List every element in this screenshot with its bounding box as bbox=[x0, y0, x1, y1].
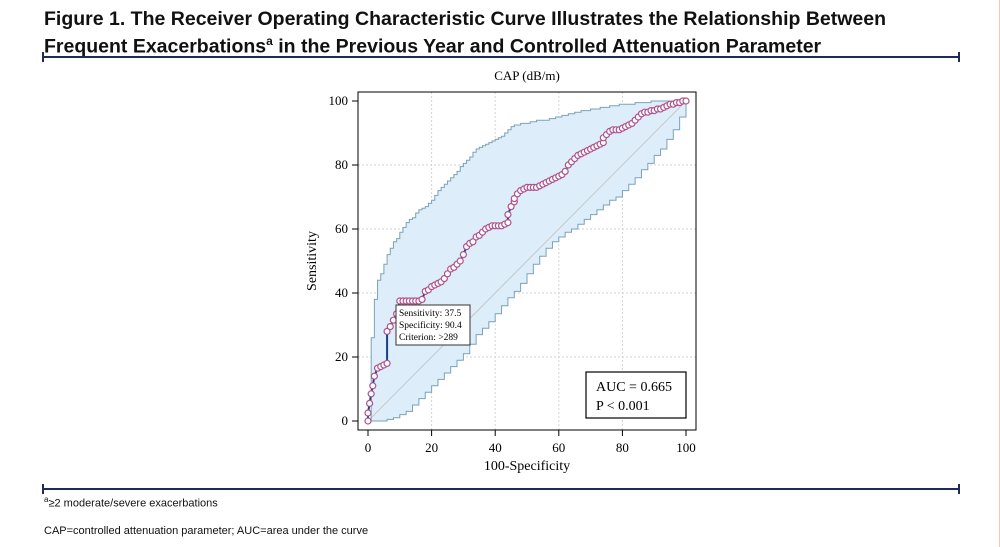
footnote-abbrev: CAP=controlled attenuation parameter; AU… bbox=[44, 525, 369, 537]
annotation-specificity: Specificity: 90.4 bbox=[399, 320, 462, 331]
x-tick-label: 20 bbox=[425, 440, 438, 455]
top-rule bbox=[42, 52, 960, 62]
roc-point bbox=[367, 390, 375, 398]
figure-title-line-1: Figure 1. The Receiver Operating Charact… bbox=[44, 8, 887, 30]
ci-lower-bound bbox=[368, 101, 687, 422]
x-tick-label: 60 bbox=[552, 440, 565, 455]
y-tick-label: 60 bbox=[335, 221, 348, 236]
annotation-sensitivity: Sensitivity: 37.5 bbox=[399, 309, 462, 319]
roc-point bbox=[383, 359, 391, 367]
roc-point bbox=[510, 195, 518, 203]
x-tick-label: 100 bbox=[676, 440, 696, 455]
roc-point bbox=[370, 372, 378, 380]
criterion-annotation: Sensitivity: 37.5 Specificity: 90.4 Crit… bbox=[395, 304, 471, 346]
title-text-a: Frequent Exacerbations bbox=[44, 35, 267, 58]
x-tick-label: 80 bbox=[616, 440, 629, 455]
roc-point bbox=[386, 323, 394, 331]
roc-point bbox=[469, 238, 477, 246]
roc-point bbox=[507, 203, 515, 211]
roc-point bbox=[504, 219, 512, 227]
y-axis-label: Sensitivity bbox=[305, 231, 320, 291]
roc-point bbox=[369, 382, 377, 390]
x-tick-label: 40 bbox=[489, 440, 502, 455]
x-tick-label: 0 bbox=[365, 440, 372, 455]
roc-point bbox=[561, 167, 569, 175]
auc-value: AUC = 0.665 bbox=[596, 380, 672, 395]
y-tick-label: 80 bbox=[335, 157, 348, 172]
roc-point bbox=[504, 211, 512, 219]
axis-ticks: 0 20 40 60 80 100 0 20 40 60 80 100 bbox=[329, 93, 696, 455]
roc-point bbox=[383, 327, 391, 335]
y-tick-label: 100 bbox=[329, 93, 349, 108]
y-tick-label: 20 bbox=[335, 349, 348, 364]
roc-markers bbox=[364, 97, 690, 425]
p-value: P < 0.001 bbox=[596, 399, 650, 414]
roc-point bbox=[364, 417, 372, 425]
annotation-criterion: Criterion: >289 bbox=[399, 333, 458, 343]
footnote-a-mark: a bbox=[44, 495, 49, 504]
roc-point bbox=[364, 409, 372, 417]
roc-point bbox=[365, 399, 374, 407]
title-superscript: a bbox=[266, 34, 273, 48]
title-text-b: in the Previous Year and Controlled Atte… bbox=[272, 35, 822, 58]
roc-point bbox=[459, 251, 467, 259]
auc-box-frame bbox=[585, 371, 687, 419]
roc-point bbox=[443, 270, 452, 278]
roc-point bbox=[456, 257, 464, 265]
chart-title: CAP (dB/m) bbox=[494, 68, 560, 83]
roc-point bbox=[440, 275, 448, 283]
y-tick-label: 0 bbox=[342, 413, 349, 428]
roc-point bbox=[418, 295, 426, 303]
plot-border bbox=[357, 91, 697, 431]
footnote-a: a≥2 moderate/severe exacerbations bbox=[44, 495, 218, 510]
roc-point bbox=[682, 97, 690, 105]
bottom-rule bbox=[42, 484, 960, 494]
figure-title: Figure 1. The Receiver Operating Charact… bbox=[44, 8, 964, 58]
auc-box: AUC = 0.665 P < 0.001 bbox=[585, 371, 687, 419]
ci-upper-bound bbox=[368, 100, 686, 422]
figure-title-line-2: Frequent Exacerbationsa in the Previous … bbox=[44, 30, 964, 58]
reference-diagonal bbox=[367, 100, 687, 422]
y-tick-label: 40 bbox=[335, 285, 348, 300]
x-axis-label: 100-Specificity bbox=[484, 459, 570, 474]
footnote-a-text: ≥2 moderate/severe exacerbations bbox=[48, 497, 218, 510]
annotation-box bbox=[395, 304, 471, 346]
